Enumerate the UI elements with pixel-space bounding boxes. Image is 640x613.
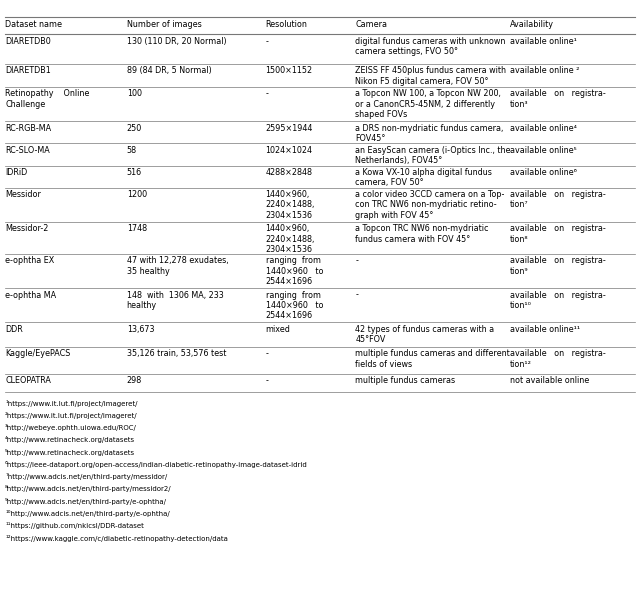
Text: 1500×1152: 1500×1152 bbox=[266, 66, 313, 75]
Text: available online¹: available online¹ bbox=[510, 37, 577, 46]
Text: Camera: Camera bbox=[355, 20, 387, 29]
Text: Retinopathy    Online
Challenge: Retinopathy Online Challenge bbox=[5, 89, 90, 109]
Text: ⁸http://www.adcis.net/en/third-party/messidor2/: ⁸http://www.adcis.net/en/third-party/mes… bbox=[5, 485, 172, 492]
Text: a Kowa VX-10 alpha digital fundus
camera, FOV 50°: a Kowa VX-10 alpha digital fundus camera… bbox=[355, 168, 492, 188]
Text: 1440×960,
2240×1488,
2304×1536: 1440×960, 2240×1488, 2304×1536 bbox=[266, 190, 315, 220]
Text: 47 with 12,278 exudates,
35 healthy: 47 with 12,278 exudates, 35 healthy bbox=[127, 256, 228, 276]
Text: available online ²: available online ² bbox=[510, 66, 579, 75]
Text: ranging  from
1440×960   to
2544×1696: ranging from 1440×960 to 2544×1696 bbox=[266, 256, 323, 286]
Text: 89 (84 DR, 5 Normal): 89 (84 DR, 5 Normal) bbox=[127, 66, 211, 75]
Text: ¹⁰http://www.adcis.net/en/third-party/e-ophtha/: ¹⁰http://www.adcis.net/en/third-party/e-… bbox=[5, 510, 170, 517]
Text: CLEOPATRA: CLEOPATRA bbox=[5, 376, 51, 386]
Text: available   on   registra-
tion⁹: available on registra- tion⁹ bbox=[510, 256, 606, 276]
Text: e-ophtha MA: e-ophtha MA bbox=[5, 291, 56, 300]
Text: -: - bbox=[266, 376, 268, 386]
Text: Availability: Availability bbox=[510, 20, 554, 29]
Text: ¹²https://www.kaggle.com/c/diabetic-retinopathy-detection/data: ¹²https://www.kaggle.com/c/diabetic-reti… bbox=[5, 535, 228, 541]
Text: available   on   registra-
tion⁸: available on registra- tion⁸ bbox=[510, 224, 606, 244]
Text: ZEISS FF 450plus fundus camera with
Nikon F5 digital camera, FOV 50°: ZEISS FF 450plus fundus camera with Niko… bbox=[355, 66, 506, 86]
Text: IDRiD: IDRiD bbox=[5, 168, 28, 177]
Text: 35,126 train, 53,576 test: 35,126 train, 53,576 test bbox=[127, 349, 226, 359]
Text: ¹¹https://github.com/nkicsl/DDR-dataset: ¹¹https://github.com/nkicsl/DDR-dataset bbox=[5, 522, 144, 529]
Text: 130 (110 DR, 20 Normal): 130 (110 DR, 20 Normal) bbox=[127, 37, 227, 46]
Text: a DRS non-mydriatic fundus camera,
FOV45°: a DRS non-mydriatic fundus camera, FOV45… bbox=[355, 124, 504, 143]
Text: 100: 100 bbox=[127, 89, 141, 99]
Text: DIARETDB0: DIARETDB0 bbox=[5, 37, 51, 46]
Text: a Topcon NW 100, a Topcon NW 200,
or a CanonCR5-45NM, 2 differently
shaped FOVs: a Topcon NW 100, a Topcon NW 200, or a C… bbox=[355, 89, 501, 120]
Text: ⁵http://www.retinacheck.org/datasets: ⁵http://www.retinacheck.org/datasets bbox=[5, 449, 135, 455]
Text: multiple fundus cameras and different
fields of views: multiple fundus cameras and different fi… bbox=[355, 349, 510, 369]
Text: Number of images: Number of images bbox=[127, 20, 202, 29]
Text: 148  with  1306 MA, 233
healthy: 148 with 1306 MA, 233 healthy bbox=[127, 291, 223, 310]
Text: ¹https://www.it.lut.fi/project/imageret/: ¹https://www.it.lut.fi/project/imageret/ bbox=[5, 400, 138, 406]
Text: Kaggle/EyePACS: Kaggle/EyePACS bbox=[5, 349, 70, 359]
Text: -: - bbox=[266, 37, 268, 46]
Text: digital fundus cameras with unknown
camera settings, FVO 50°: digital fundus cameras with unknown came… bbox=[355, 37, 506, 56]
Text: ³http://webeye.ophth.uiowa.edu/ROC/: ³http://webeye.ophth.uiowa.edu/ROC/ bbox=[5, 424, 137, 431]
Text: RC-RGB-MA: RC-RGB-MA bbox=[5, 124, 51, 133]
Text: not available online: not available online bbox=[510, 376, 589, 386]
Text: available   on   registra-
tion¹⁰: available on registra- tion¹⁰ bbox=[510, 291, 606, 310]
Text: an EasyScan camera (i-Optics Inc., the
Netherlands), FOV45°: an EasyScan camera (i-Optics Inc., the N… bbox=[355, 146, 511, 166]
Text: ²https://www.it.lut.fi/project/imageret/: ²https://www.it.lut.fi/project/imageret/ bbox=[5, 412, 138, 419]
Text: ⁴http://www.retinacheck.org/datasets: ⁴http://www.retinacheck.org/datasets bbox=[5, 436, 135, 443]
Text: -: - bbox=[266, 89, 268, 99]
Text: -: - bbox=[355, 291, 358, 300]
Text: e-ophtha EX: e-ophtha EX bbox=[5, 256, 54, 265]
Text: DDR: DDR bbox=[5, 325, 23, 334]
Text: available   on   registra-
tion³: available on registra- tion³ bbox=[510, 89, 606, 109]
Text: 1024×1024: 1024×1024 bbox=[266, 146, 312, 155]
Text: -: - bbox=[355, 256, 358, 265]
Text: 1200: 1200 bbox=[127, 190, 147, 199]
Text: ⁷http://www.adcis.net/en/third-party/messidor/: ⁷http://www.adcis.net/en/third-party/mes… bbox=[5, 473, 168, 480]
Text: mixed: mixed bbox=[266, 325, 291, 334]
Text: ranging  from
1440×960   to
2544×1696: ranging from 1440×960 to 2544×1696 bbox=[266, 291, 323, 321]
Text: DIARETDB1: DIARETDB1 bbox=[5, 66, 51, 75]
Text: 42 types of fundus cameras with a
45°FOV: 42 types of fundus cameras with a 45°FOV bbox=[355, 325, 494, 345]
Text: available   on   registra-
tion⁷: available on registra- tion⁷ bbox=[510, 190, 606, 210]
Text: Dataset name: Dataset name bbox=[5, 20, 62, 29]
Text: multiple fundus cameras: multiple fundus cameras bbox=[355, 376, 455, 386]
Text: 1748: 1748 bbox=[127, 224, 147, 234]
Text: Resolution: Resolution bbox=[266, 20, 307, 29]
Text: 58: 58 bbox=[127, 146, 137, 155]
Text: available   on   registra-
tion¹²: available on registra- tion¹² bbox=[510, 349, 606, 369]
Text: a color video 3CCD camera on a Top-
con TRC NW6 non-mydriatic retino-
graph with: a color video 3CCD camera on a Top- con … bbox=[355, 190, 504, 220]
Text: RC-SLO-MA: RC-SLO-MA bbox=[5, 146, 50, 155]
Text: 298: 298 bbox=[127, 376, 142, 386]
Text: a Topcon TRC NW6 non-mydriatic
fundus camera with FOV 45°: a Topcon TRC NW6 non-mydriatic fundus ca… bbox=[355, 224, 489, 244]
Text: 4288×2848: 4288×2848 bbox=[266, 168, 312, 177]
Text: -: - bbox=[266, 349, 268, 359]
Text: 516: 516 bbox=[127, 168, 142, 177]
Text: 2595×1944: 2595×1944 bbox=[266, 124, 313, 133]
Text: Messidor-2: Messidor-2 bbox=[5, 224, 49, 234]
Text: Messidor: Messidor bbox=[5, 190, 41, 199]
Text: available online⁵: available online⁵ bbox=[510, 146, 577, 155]
Text: ⁶https://ieee-dataport.org/open-access/indian-diabetic-retinopathy-image-dataset: ⁶https://ieee-dataport.org/open-access/i… bbox=[5, 461, 308, 468]
Text: available online⁶: available online⁶ bbox=[510, 168, 577, 177]
Text: available online¹¹: available online¹¹ bbox=[510, 325, 580, 334]
Text: 13,673: 13,673 bbox=[127, 325, 154, 334]
Text: 250: 250 bbox=[127, 124, 142, 133]
Text: available online⁴: available online⁴ bbox=[510, 124, 577, 133]
Text: 1440×960,
2240×1488,
2304×1536: 1440×960, 2240×1488, 2304×1536 bbox=[266, 224, 315, 254]
Text: ⁹http://www.adcis.net/en/third-party/e-ophtha/: ⁹http://www.adcis.net/en/third-party/e-o… bbox=[5, 498, 167, 504]
